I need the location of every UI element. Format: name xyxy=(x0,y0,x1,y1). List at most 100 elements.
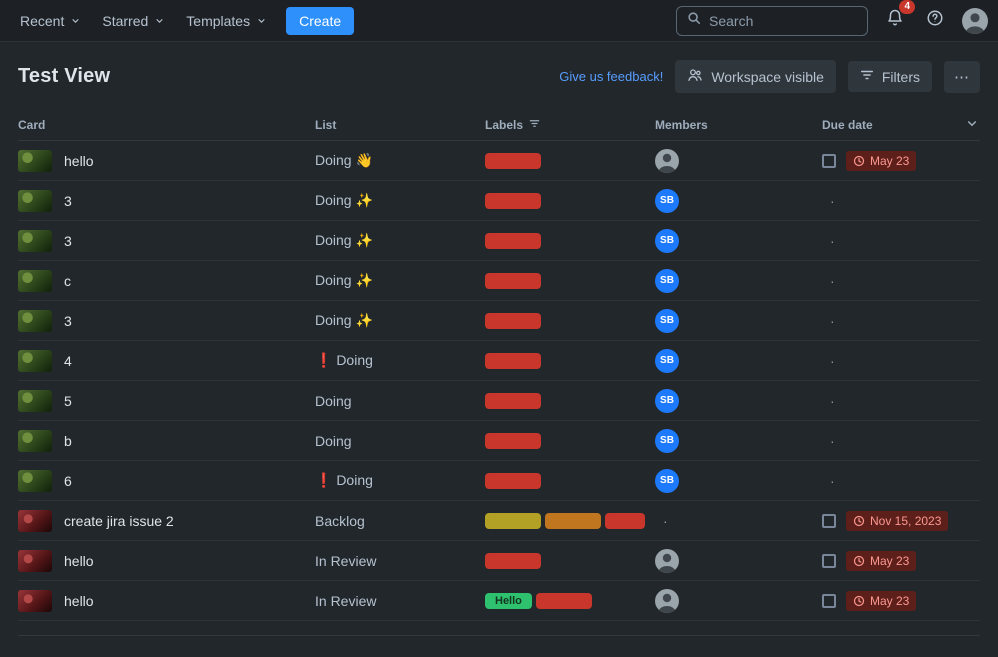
member-avatar-photo xyxy=(655,588,679,613)
top-nav: Recent Starred Templates Create 4 xyxy=(0,0,998,42)
due-checkbox[interactable] xyxy=(822,153,836,168)
members-cell: SB xyxy=(655,468,822,493)
list-name: In Review xyxy=(315,592,377,609)
workspace-visible-button[interactable]: Workspace visible xyxy=(675,60,836,93)
label-pill[interactable] xyxy=(485,432,541,449)
card-cell: 3 xyxy=(18,309,315,332)
column-header-labels-label: Labels xyxy=(485,117,524,132)
page-title: Test View xyxy=(18,65,111,87)
nav-menu-starred[interactable]: Starred xyxy=(92,7,174,35)
table-row[interactable]: 6 ❗ Doing SB · xyxy=(18,461,980,501)
search-box[interactable] xyxy=(676,5,868,36)
members-cell: SB xyxy=(655,188,822,213)
label-pill[interactable] xyxy=(485,312,541,329)
card-thumbnail xyxy=(18,189,52,212)
clock-icon xyxy=(853,595,865,606)
card-thumbnail xyxy=(18,349,52,372)
column-header-due-date[interactable]: Due date xyxy=(822,117,980,132)
member-avatar-initials: SB xyxy=(655,228,679,253)
search-icon xyxy=(687,11,701,30)
card-title: hello xyxy=(64,552,94,569)
list-cell: Doing ✨ xyxy=(315,192,485,209)
label-pill[interactable] xyxy=(535,592,592,609)
members-cell: SB xyxy=(655,388,822,413)
empty-due-dot: · xyxy=(830,472,835,489)
card-cell: 5 xyxy=(18,389,315,412)
table-row[interactable]: 3 Doing ✨ SB · xyxy=(18,181,980,221)
column-header-labels[interactable]: Labels xyxy=(485,118,655,132)
card-title: hello xyxy=(64,592,94,609)
due-cell: · xyxy=(822,353,980,369)
help-button[interactable] xyxy=(922,8,948,34)
label-pill[interactable] xyxy=(485,472,541,489)
bottom-divider xyxy=(18,635,980,636)
labels-cell xyxy=(485,352,655,369)
due-cell: Nov 15, 2023 xyxy=(822,510,980,531)
members-cell: SB xyxy=(655,268,822,293)
table-row[interactable]: hello In Review Hello May 23 xyxy=(18,581,980,621)
due-date-badge[interactable]: May 23 xyxy=(846,590,917,611)
label-pill[interactable] xyxy=(485,232,541,249)
label-pill[interactable]: Hello xyxy=(485,592,532,609)
member-avatar-initials: SB xyxy=(655,428,679,453)
table-row[interactable]: 3 Doing ✨ SB · xyxy=(18,301,980,341)
columns-chevron-icon[interactable] xyxy=(966,117,978,132)
table-row[interactable]: hello In Review May 23 xyxy=(18,541,980,581)
feedback-link[interactable]: Give us feedback! xyxy=(559,69,664,84)
label-pill[interactable] xyxy=(605,512,645,529)
table-body: hello Doing 👋 May 23 3 Doing ✨ SB · 3 Do… xyxy=(18,141,980,621)
label-pill[interactable] xyxy=(485,512,541,529)
label-pill[interactable] xyxy=(485,152,541,169)
card-cell: 6 xyxy=(18,469,315,492)
user-avatar[interactable] xyxy=(962,7,988,34)
list-name: In Review xyxy=(315,552,377,569)
search-input[interactable] xyxy=(709,12,857,29)
list-cell: ❗ Doing xyxy=(315,472,485,489)
card-cell: hello xyxy=(18,149,315,172)
notifications-button[interactable]: 4 xyxy=(882,0,915,34)
label-pill[interactable] xyxy=(545,512,601,529)
labels-cell xyxy=(485,512,655,529)
card-cell: 4 xyxy=(18,349,315,372)
label-pill[interactable] xyxy=(485,392,541,409)
column-header-members[interactable]: Members xyxy=(655,118,822,132)
table-row[interactable]: 4 ❗ Doing SB · xyxy=(18,341,980,381)
filters-button[interactable]: Filters xyxy=(847,61,932,92)
labels-cell xyxy=(485,152,655,169)
card-title: hello xyxy=(64,152,94,169)
table-row[interactable]: create jira issue 2 Backlog · Nov 15, 20… xyxy=(18,501,980,541)
column-header-list[interactable]: List xyxy=(315,118,485,132)
table-row[interactable]: hello Doing 👋 May 23 xyxy=(18,141,980,181)
create-button[interactable]: Create xyxy=(286,6,355,35)
list-cell: Backlog xyxy=(315,513,485,529)
due-cell: · xyxy=(822,233,980,249)
table-row[interactable]: 3 Doing ✨ SB · xyxy=(18,221,980,261)
column-header-card[interactable]: Card xyxy=(18,118,315,132)
label-pill[interactable] xyxy=(485,272,541,289)
table-row[interactable]: c Doing ✨ SB · xyxy=(18,261,980,301)
nav-menu-recent[interactable]: Recent xyxy=(10,7,90,35)
column-header-due-date-label: Due date xyxy=(822,117,873,132)
bell-icon xyxy=(886,9,904,32)
table-row[interactable]: b Doing SB · xyxy=(18,421,980,461)
label-pill[interactable] xyxy=(485,192,541,209)
card-cell: b xyxy=(18,429,315,452)
empty-due-dot: · xyxy=(830,272,835,289)
label-pill[interactable] xyxy=(485,552,541,569)
card-title: 3 xyxy=(64,232,72,249)
label-pill[interactable] xyxy=(485,352,541,369)
list-cell: Doing ✨ xyxy=(315,272,485,289)
due-checkbox[interactable] xyxy=(822,553,836,568)
due-cell: · xyxy=(822,313,980,329)
table-row[interactable]: 5 Doing SB · xyxy=(18,381,980,421)
labels-filter-icon[interactable] xyxy=(529,118,540,132)
due-date-badge[interactable]: May 23 xyxy=(846,550,917,571)
list-name: ❗ Doing xyxy=(315,352,373,368)
due-checkbox[interactable] xyxy=(822,513,836,528)
due-checkbox[interactable] xyxy=(822,593,836,608)
more-options-button[interactable]: ⋯ xyxy=(944,60,980,93)
due-date-badge[interactable]: May 23 xyxy=(846,150,917,171)
empty-due-dot: · xyxy=(830,192,835,209)
nav-menu-templates[interactable]: Templates xyxy=(176,7,276,35)
due-date-badge[interactable]: Nov 15, 2023 xyxy=(846,510,949,531)
